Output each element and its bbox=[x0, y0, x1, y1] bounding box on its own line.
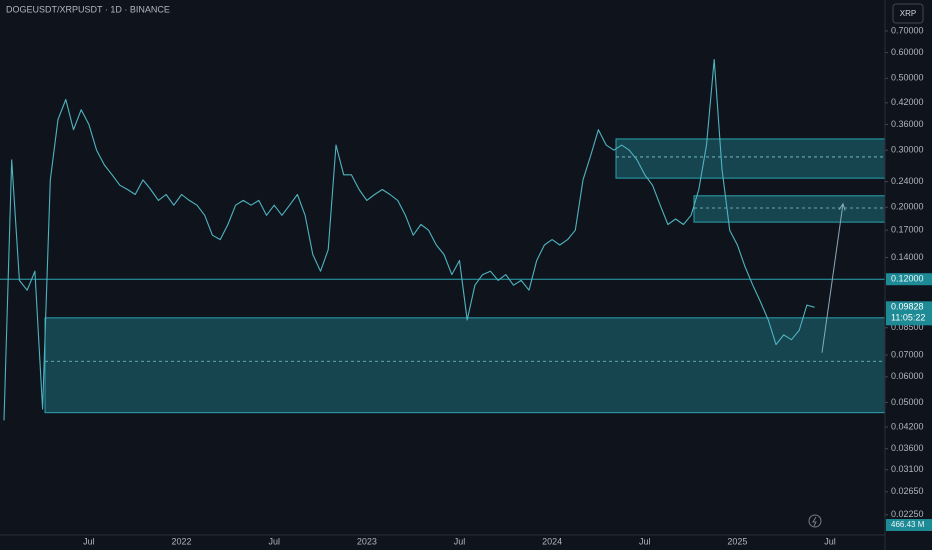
x-tick-label: 2023 bbox=[357, 536, 377, 546]
y-tick-label: 0.20000 bbox=[891, 202, 924, 212]
plot-area bbox=[0, 59, 886, 421]
symbol-button-label[interactable]: XRP bbox=[900, 9, 916, 18]
y-tick-label: 0.08500 bbox=[891, 322, 924, 332]
y-tick-label: 0.02650 bbox=[891, 486, 924, 496]
y-tick-label: 0.60000 bbox=[891, 47, 924, 57]
zone bbox=[44, 317, 886, 414]
x-tick-label: 2022 bbox=[172, 536, 192, 546]
y-tick-label: 0.02250 bbox=[891, 509, 924, 519]
x-tick-label: 2025 bbox=[727, 536, 747, 546]
y-tick-label: 0.30000 bbox=[891, 145, 924, 155]
y-tick-label: 0.50000 bbox=[891, 73, 924, 83]
x-tick-label: Jul bbox=[83, 536, 95, 546]
arrow bbox=[821, 203, 844, 353]
y-tick-label: 0.36000 bbox=[891, 119, 924, 129]
y-tick-label: 0.17000 bbox=[891, 225, 924, 235]
x-tick-label: Jul bbox=[454, 536, 466, 546]
last-price-bg bbox=[886, 301, 932, 326]
level-label-bg bbox=[886, 273, 932, 286]
x-tick-label: Jul bbox=[268, 536, 280, 546]
y-tick-label: 0.14000 bbox=[891, 252, 924, 262]
y-tick-label: 0.70000 bbox=[891, 25, 924, 35]
y-tick-label: 0.05000 bbox=[891, 397, 924, 407]
y-tick-label: 0.42000 bbox=[891, 97, 924, 107]
volume-label-bg bbox=[886, 519, 932, 531]
x-tick-label: 2024 bbox=[542, 536, 562, 546]
last-price-label: 0.09828 bbox=[891, 302, 924, 312]
chart-title: DOGEUSDT/XRPUSDT · 1D · BINANCE bbox=[6, 4, 170, 14]
y-tick-label: 0.07000 bbox=[891, 349, 924, 359]
price-line bbox=[3, 59, 815, 421]
zone bbox=[615, 138, 886, 179]
y-tick-label: 0.04200 bbox=[891, 421, 924, 431]
x-tick-label: Jul bbox=[824, 536, 836, 546]
arrow-head bbox=[838, 202, 846, 211]
alert-icon[interactable] bbox=[808, 514, 822, 528]
y-tick-label: 0.06000 bbox=[891, 371, 924, 381]
alert-icon-bolt bbox=[812, 516, 817, 527]
x-tick-label: Jul bbox=[639, 536, 651, 546]
y-tick-label: 0.24000 bbox=[891, 176, 924, 186]
symbol-button[interactable] bbox=[892, 3, 924, 24]
y-tick-label: 0.03600 bbox=[891, 443, 924, 453]
zone bbox=[693, 195, 886, 223]
y-tick-label: 0.03100 bbox=[891, 464, 924, 474]
countdown: 11:05:22 bbox=[891, 313, 925, 323]
level-label: 0.12000 bbox=[891, 274, 924, 284]
volume-label: 466.43 M bbox=[891, 520, 925, 529]
